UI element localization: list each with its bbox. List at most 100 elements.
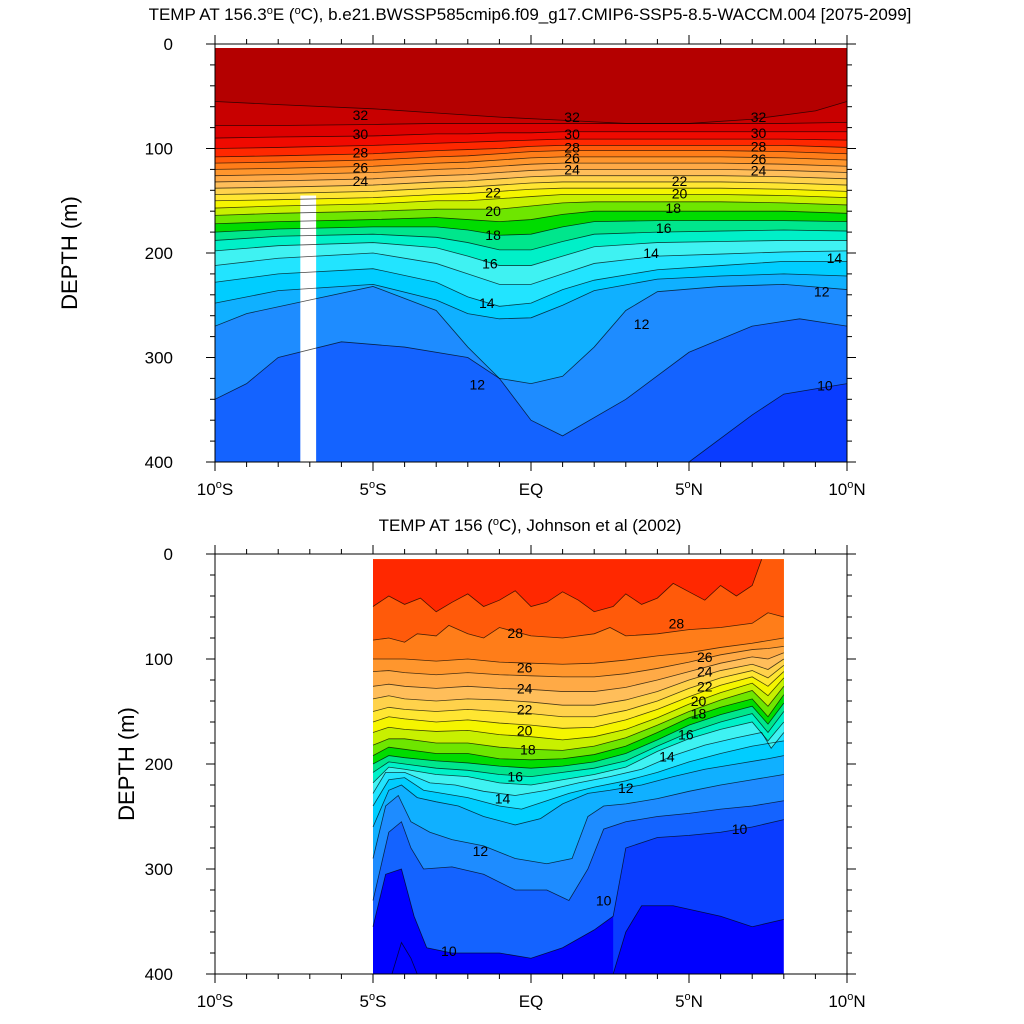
- isotherm-29: [372, 559, 763, 613]
- contour-label: 10: [441, 943, 457, 959]
- y-tick-label: 300: [145, 860, 173, 879]
- y-tick-label: 400: [145, 453, 173, 472]
- contour-label: 10: [732, 821, 748, 837]
- isotherm-18: [215, 220, 847, 236]
- isotherm-26: [215, 162, 847, 177]
- contour-label: 18: [665, 200, 681, 216]
- contour-label: 20: [691, 693, 707, 709]
- isotherm-22: [215, 187, 847, 202]
- contour-label: 10: [817, 378, 833, 394]
- fill-band-33: [215, 48, 847, 124]
- isotherm-23: [215, 181, 847, 195]
- isotherm-27: [373, 637, 784, 665]
- contour-label: 24: [697, 664, 713, 680]
- isotherm-21: [372, 677, 785, 741]
- isotherm-15: [372, 732, 785, 796]
- contour-label: 20: [485, 203, 501, 219]
- y-tick-label: 100: [145, 140, 173, 159]
- contour-label: 30: [564, 126, 580, 142]
- bottom-axes: 10oS 5oS EQ 5oN 10oN 0 100 200 300 400: [145, 545, 866, 1011]
- contour-label: 16: [678, 727, 694, 743]
- isotherm-19: [215, 210, 847, 225]
- contour-label: 10: [596, 893, 612, 909]
- contour-label: 24: [564, 161, 580, 177]
- isotherm-17: [372, 711, 785, 778]
- bottom-contour-labels: 2828262422201816141210262422201816141210…: [441, 615, 748, 959]
- bottom-y-axis-label: DEPTH (m): [114, 707, 139, 821]
- isotherm-24: [215, 175, 847, 189]
- isotherm-32: [215, 121, 847, 126]
- isotherm-33: [215, 101, 847, 124]
- isotherm-10: [215, 383, 847, 462]
- contour-label: 18: [691, 706, 707, 722]
- isotherm-14: [372, 740, 784, 810]
- isotherm-28: [215, 150, 847, 164]
- contour-label: 28: [669, 615, 685, 631]
- x-tick-label: 5oS: [360, 991, 387, 1011]
- isotherm-11: [215, 318, 847, 437]
- contour-label: 14: [495, 791, 511, 807]
- contour-label: 28: [564, 139, 580, 155]
- y-tick-label: 0: [164, 545, 173, 564]
- contour-label: 16: [482, 255, 498, 271]
- y-tick-label: 400: [145, 965, 173, 984]
- contour-label: 20: [517, 722, 533, 738]
- isotherm-31: [215, 131, 847, 139]
- x-tick-label: 10oN: [828, 479, 865, 499]
- isotherm-20: [372, 686, 785, 751]
- contour-label: 12: [814, 284, 830, 300]
- isotherm-14: [215, 260, 847, 307]
- isotherm-12: [372, 774, 784, 865]
- x-tick-label: 10oS: [197, 991, 233, 1011]
- contour-label: 26: [751, 151, 767, 167]
- isotherm-13: [372, 755, 784, 828]
- contour-label: 26: [353, 159, 369, 175]
- contour-label: 28: [751, 138, 767, 154]
- contour-label: 12: [618, 780, 634, 796]
- isotherm-17: [215, 229, 847, 251]
- contour-label: 22: [485, 184, 501, 200]
- isotherm-20: [215, 201, 847, 216]
- isotherm-11: [372, 800, 784, 902]
- contour-label: 32: [751, 109, 767, 125]
- contour-label: 14: [643, 245, 659, 261]
- contour-label: 24: [517, 680, 533, 696]
- isotherm-22: [372, 671, 785, 729]
- y-tick-label: 200: [145, 244, 173, 263]
- isotherm-16: [372, 721, 785, 786]
- y-tick-label: 300: [145, 349, 173, 368]
- contour-label: 28: [507, 625, 523, 641]
- contour-label: 22: [697, 678, 713, 694]
- isotherm-25: [215, 168, 847, 183]
- x-tick-label: 10oS: [197, 479, 233, 499]
- bottom-chart-title: TEMP AT 156 (oC), Johnson et al (2002): [379, 516, 682, 535]
- contour-label: 22: [672, 173, 688, 189]
- top-chart-title: TEMP AT 156.3oE (oC), b.e21.BWSSP585cmip…: [149, 5, 912, 24]
- contour-label: 26: [564, 150, 580, 166]
- contour-label: 32: [353, 107, 369, 123]
- contour-label: 18: [485, 227, 501, 243]
- top-contour-labels: 3230282624323028262432302826242220181614…: [353, 107, 843, 394]
- bottom-isotherm-lines: [372, 559, 785, 974]
- contour-label: 12: [634, 316, 650, 332]
- x-tick-label: 5oS: [360, 479, 387, 499]
- y-tick-label: 100: [145, 650, 173, 669]
- contour-label: 26: [517, 659, 533, 675]
- contour-label: 12: [473, 843, 489, 859]
- contour-label: 24: [353, 173, 369, 189]
- isotherm-13: [215, 273, 847, 320]
- top-axes: 10oS 5oS EQ 5oN 10oN 0 100 200 300 400: [145, 35, 866, 499]
- contour-label: 30: [353, 126, 369, 142]
- isotherm-16: [215, 240, 847, 266]
- top-panel: TEMP AT 156.3oE (oC), b.e21.BWSSP585cmip…: [57, 5, 911, 499]
- contour-label: 16: [656, 220, 672, 236]
- y-tick-label: 0: [164, 35, 173, 54]
- contour-label: 30: [751, 125, 767, 141]
- contour-label: 14: [827, 250, 843, 266]
- contour-label: 12: [469, 377, 485, 393]
- isotherm-24: [372, 658, 785, 706]
- contour-label: 26: [697, 649, 713, 665]
- y-tick-label: 200: [145, 755, 173, 774]
- contour-label: 32: [564, 109, 580, 125]
